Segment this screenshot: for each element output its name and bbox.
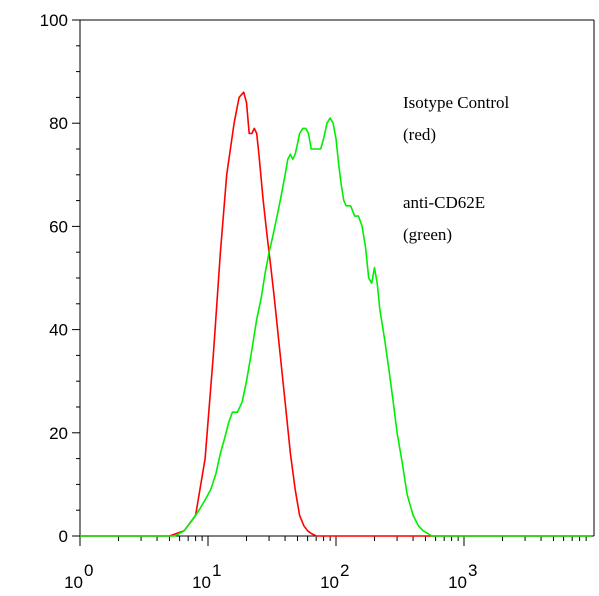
y-tick-label: 80 (49, 114, 68, 133)
x-tick-label: 10 (64, 573, 83, 592)
x-tick-label: 10 (320, 573, 339, 592)
series-line-1 (80, 91, 592, 537)
x-tick-label: 10 (448, 573, 467, 592)
y-tick-label: 100 (40, 11, 68, 30)
x-tick-exponent: 3 (468, 561, 477, 580)
legend: Isotype Control (red) anti-CD62E (green) (403, 93, 510, 244)
y-tick-label: 20 (49, 424, 68, 443)
legend-entry-2-line-1: anti-CD62E (403, 193, 485, 212)
y-tick-label: 0 (59, 527, 68, 546)
y-tick-label: 60 (49, 217, 68, 236)
legend-entry-1-line-1: Isotype Control (403, 93, 510, 112)
x-tick-exponent: 2 (340, 561, 349, 580)
series-group (80, 91, 592, 537)
legend-entry-1-line-2: (red) (403, 125, 436, 144)
x-tick-exponent: 0 (84, 561, 93, 580)
x-tick-exponent: 1 (212, 561, 221, 580)
series-line-2 (80, 117, 592, 537)
plot-area (80, 20, 594, 536)
y-tick-label: 40 (49, 321, 68, 340)
legend-entry-2-line-2: (green) (403, 225, 452, 244)
x-tick-label: 10 (192, 573, 211, 592)
